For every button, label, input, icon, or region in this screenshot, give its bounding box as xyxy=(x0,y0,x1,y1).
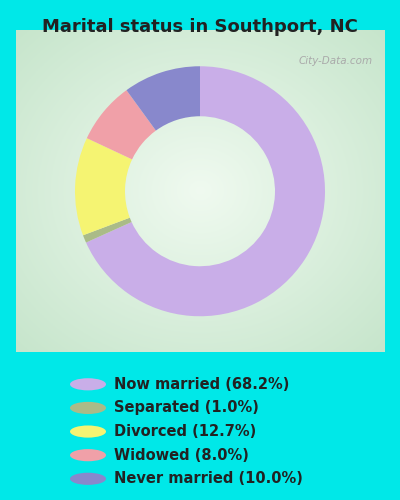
Wedge shape xyxy=(83,218,132,242)
Text: City-Data.com: City-Data.com xyxy=(299,56,373,66)
Wedge shape xyxy=(126,66,200,130)
Text: Widowed (8.0%): Widowed (8.0%) xyxy=(114,448,249,462)
Wedge shape xyxy=(87,90,156,160)
Circle shape xyxy=(70,472,106,485)
Text: Marital status in Southport, NC: Marital status in Southport, NC xyxy=(42,18,358,36)
Circle shape xyxy=(70,426,106,438)
Text: Separated (1.0%): Separated (1.0%) xyxy=(114,400,259,415)
Text: Divorced (12.7%): Divorced (12.7%) xyxy=(114,424,256,439)
Circle shape xyxy=(70,378,106,390)
Circle shape xyxy=(70,402,106,414)
Wedge shape xyxy=(86,66,325,316)
Circle shape xyxy=(70,449,106,461)
Text: Now married (68.2%): Now married (68.2%) xyxy=(114,377,289,392)
Wedge shape xyxy=(75,138,132,235)
Text: Never married (10.0%): Never married (10.0%) xyxy=(114,472,303,486)
